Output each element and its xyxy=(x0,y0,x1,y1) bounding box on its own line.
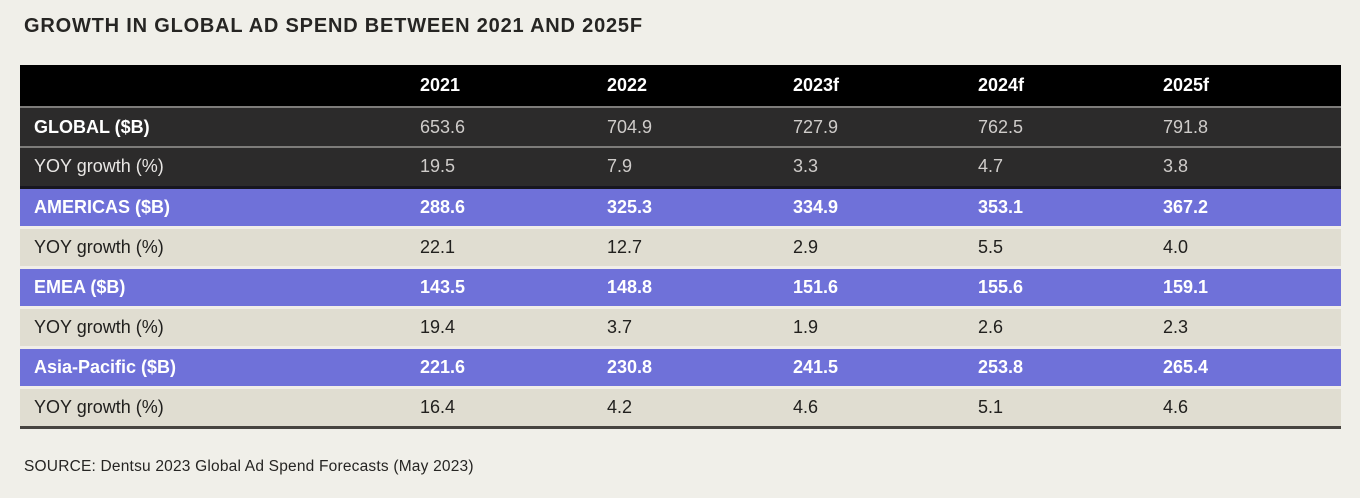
cell-value: 151.6 xyxy=(793,265,978,307)
cell-value: 5.5 xyxy=(978,225,1163,267)
header-row: 2021 2022 2023f 2024f 2025f xyxy=(20,65,1341,107)
cell-value: 2.3 xyxy=(1163,305,1341,347)
cell-value: 155.6 xyxy=(978,265,1163,307)
cell-value: 3.8 xyxy=(1163,146,1341,187)
cell-value: 353.1 xyxy=(978,185,1163,227)
cell-value: 4.0 xyxy=(1163,225,1341,267)
cell-value: 7.9 xyxy=(607,146,793,187)
cell-value: 2.6 xyxy=(978,305,1163,347)
column-header: 2025f xyxy=(1163,65,1341,107)
cell-value: 12.7 xyxy=(607,225,793,267)
row-label: EMEA ($B) xyxy=(20,265,420,307)
column-header: 2023f xyxy=(793,65,978,107)
table-row: GLOBAL ($B) 653.6 704.9 727.9 762.5 791.8 xyxy=(20,106,1341,147)
column-header: 2021 xyxy=(420,65,607,107)
cell-value: 3.7 xyxy=(607,305,793,347)
cell-value: 288.6 xyxy=(420,185,607,227)
row-label: YOY growth (%) xyxy=(20,225,420,267)
table-row: EMEA ($B) 143.5 148.8 151.6 155.6 159.1 xyxy=(20,265,1341,307)
cell-value: 762.5 xyxy=(978,106,1163,147)
cell-value: 3.3 xyxy=(793,146,978,187)
cell-value: 16.4 xyxy=(420,385,607,429)
cell-value: 325.3 xyxy=(607,185,793,227)
table-row: YOY growth (%) 22.1 12.7 2.9 5.5 4.0 xyxy=(20,225,1341,267)
cell-value: 727.9 xyxy=(793,106,978,147)
row-label: YOY growth (%) xyxy=(20,385,420,429)
cell-value: 143.5 xyxy=(420,265,607,307)
cell-value: 221.6 xyxy=(420,345,607,387)
table-row: AMERICAS ($B) 288.6 325.3 334.9 353.1 367.2 xyxy=(20,185,1341,227)
cell-value: 1.9 xyxy=(793,305,978,347)
page-title: GROWTH IN GLOBAL AD SPEND BETWEEN 2021 A… xyxy=(24,15,643,37)
table-row: YOY growth (%) 19.4 3.7 1.9 2.6 2.3 xyxy=(20,305,1341,347)
table-row: Asia-Pacific ($B) 221.6 230.8 241.5 253.8 265… xyxy=(20,345,1341,387)
cell-value: 334.9 xyxy=(793,185,978,227)
column-header: 2024f xyxy=(978,65,1163,107)
cell-value: 704.9 xyxy=(607,106,793,147)
row-label: YOY growth (%) xyxy=(20,305,420,347)
table-row: YOY growth (%) 19.5 7.9 3.3 4.7 3.8 xyxy=(20,146,1341,187)
row-label: Asia-Pacific ($B) xyxy=(20,345,420,387)
cell-value: 4.6 xyxy=(1163,385,1341,429)
row-label: YOY growth (%) xyxy=(20,146,420,187)
row-label: GLOBAL ($B) xyxy=(20,106,420,147)
cell-value: 653.6 xyxy=(420,106,607,147)
column-header: 2022 xyxy=(607,65,793,107)
cell-value: 4.7 xyxy=(978,146,1163,187)
table-header: 2021 2022 2023f 2024f 2025f xyxy=(20,65,1341,107)
cell-value: 148.8 xyxy=(607,265,793,307)
source-note: SOURCE: Dentsu 2023 Global Ad Spend Fore… xyxy=(24,457,474,475)
table-body: GLOBAL ($B) 653.6 704.9 727.9 762.5 791.8 YOY … xyxy=(20,106,1341,429)
figure-container: GROWTH IN GLOBAL AD SPEND BETWEEN 2021 A… xyxy=(0,15,1360,476)
cell-value: 253.8 xyxy=(978,345,1163,387)
corner-cell xyxy=(20,65,420,107)
cell-value: 265.4 xyxy=(1163,345,1341,387)
ad-spend-table: 2021 2022 2023f 2024f 2025f GLOBAL ($B) 653.6… xyxy=(20,65,1341,429)
cell-value: 19.4 xyxy=(420,305,607,347)
cell-value: 22.1 xyxy=(420,225,607,267)
cell-value: 230.8 xyxy=(607,345,793,387)
cell-value: 791.8 xyxy=(1163,106,1341,147)
cell-value: 2.9 xyxy=(793,225,978,267)
cell-value: 367.2 xyxy=(1163,185,1341,227)
table-row: YOY growth (%) 16.4 4.2 4.6 5.1 4.6 xyxy=(20,385,1341,429)
cell-value: 241.5 xyxy=(793,345,978,387)
cell-value: 159.1 xyxy=(1163,265,1341,307)
cell-value: 5.1 xyxy=(978,385,1163,429)
cell-value: 19.5 xyxy=(420,146,607,187)
cell-value: 4.6 xyxy=(793,385,978,429)
cell-value: 4.2 xyxy=(607,385,793,429)
row-label: AMERICAS ($B) xyxy=(20,185,420,227)
